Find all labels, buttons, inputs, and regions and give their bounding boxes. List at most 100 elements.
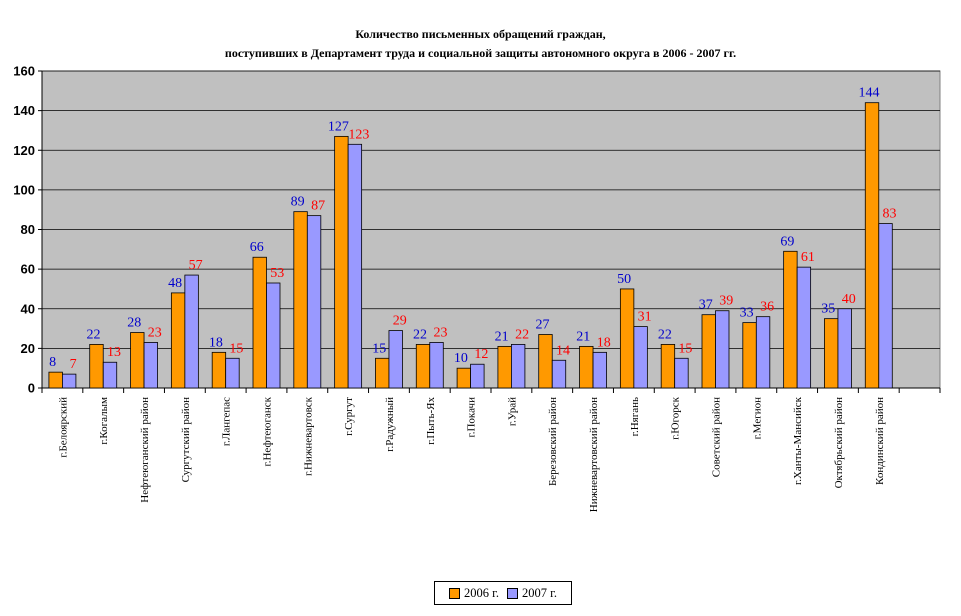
data-label-2006: 127 [328, 119, 349, 134]
bar-2007 [674, 357, 689, 389]
y-tick-label: 40 [21, 301, 35, 316]
bar-2007 [143, 342, 158, 389]
legend: 2006 г. 2007 г. [434, 581, 572, 605]
x-tick-label: Нефтеюганский район [139, 397, 151, 503]
x-tick-label: г.Покачи [466, 397, 478, 438]
data-label-2007: 23 [148, 325, 162, 340]
data-label-2006: 69 [780, 234, 794, 249]
bar-2007 [184, 274, 199, 389]
bar-2006 [415, 344, 431, 389]
bar-2006 [824, 318, 839, 389]
bar-2006 [864, 102, 880, 389]
data-label-2007: 36 [760, 300, 774, 315]
y-tick-label: 100 [13, 182, 35, 197]
data-label-2006: 89 [291, 195, 305, 210]
bar-2007 [551, 359, 567, 389]
bar-2006 [211, 351, 227, 389]
x-tick-label: Советский район [711, 397, 723, 477]
data-label-2006: 35 [821, 302, 835, 317]
data-label-2006: 15 [372, 341, 386, 356]
data-label-2006: 22 [413, 327, 427, 342]
x-tick-label: г.Радужный [384, 397, 396, 452]
data-label-2007: 15 [678, 341, 692, 356]
data-label-2006: 27 [535, 318, 549, 333]
bar-2007 [266, 282, 281, 389]
data-label-2007: 53 [270, 266, 284, 281]
legend-item-2006: 2006 г. [449, 586, 499, 601]
legend-swatch-2006 [449, 587, 461, 599]
bar-2006 [334, 135, 349, 389]
bar-2007 [102, 361, 118, 389]
data-label-2006: 21 [495, 329, 509, 344]
data-label-2006: 10 [454, 351, 468, 366]
chart-subtitle: поступивших в Департамент труда и социал… [224, 46, 737, 60]
x-tick-label: г.Когалым [98, 397, 110, 445]
y-tick-label: 80 [21, 222, 35, 237]
x-tick-label: г.Нягань [629, 397, 641, 436]
bar-2006 [456, 367, 471, 389]
bar-2007 [633, 326, 648, 389]
y-tick-label: 60 [21, 262, 35, 277]
x-tick-label: г.Белоярский [57, 397, 69, 458]
data-label-2007: 61 [801, 250, 815, 265]
y-tick-label: 0 [28, 381, 35, 396]
bar-2007 [62, 373, 77, 389]
data-label-2006: 22 [86, 327, 100, 342]
data-label-2006: 37 [699, 298, 713, 313]
legend-item-2007: 2007 г. [507, 586, 557, 601]
bar-2006 [252, 256, 267, 389]
bar-2007 [755, 316, 771, 389]
bar-2007 [796, 266, 812, 389]
bar-2006 [660, 344, 676, 389]
x-tick-label: г.Ханты-Мансийск [792, 396, 804, 485]
data-label-2007: 13 [107, 345, 121, 360]
bar-2006 [538, 334, 553, 389]
legend-swatch-2007 [507, 587, 518, 599]
data-label-2007: 57 [189, 258, 203, 273]
data-label-2007: 23 [434, 325, 448, 340]
x-tick-label: г.Нефтеюганск [262, 396, 274, 466]
data-label-2006: 33 [740, 306, 754, 321]
bar-2006 [89, 344, 104, 389]
bar-2006 [742, 322, 757, 389]
data-label-2006: 144 [859, 86, 880, 101]
y-tick-label: 140 [13, 103, 35, 118]
data-label-2006: 28 [127, 316, 141, 331]
bar-2006 [579, 345, 594, 389]
data-label-2007: 14 [556, 343, 570, 358]
data-label-2007: 39 [719, 294, 733, 309]
bar-2006 [130, 332, 145, 389]
x-tick-label: Кондинский район [874, 397, 886, 485]
bar-2006 [701, 314, 716, 389]
data-label-2007: 7 [70, 357, 77, 372]
x-tick-label: г.Сургут [343, 397, 355, 436]
data-label-2007: 83 [883, 207, 897, 222]
bar-2007 [347, 143, 363, 389]
bar-2007 [388, 330, 403, 389]
y-tick-label: 160 [13, 64, 35, 79]
data-label-2006: 21 [576, 329, 590, 344]
x-tick-label: Нижневартовский район [588, 397, 600, 512]
bar-2007 [715, 310, 730, 389]
data-label-2007: 31 [638, 310, 652, 325]
y-tick-label: 20 [21, 341, 35, 356]
legend-label-2006: 2006 г. [464, 585, 499, 600]
data-label-2006: 18 [209, 335, 223, 350]
x-tick-label: Октябрьский район [833, 397, 845, 488]
data-label-2007: 87 [311, 199, 325, 214]
bar-2006 [293, 211, 308, 389]
chart-title: Количество письменных обращений граждан, [355, 27, 606, 41]
bar-2006 [170, 292, 186, 389]
data-label-2006: 8 [49, 355, 56, 370]
data-label-2006: 48 [168, 276, 182, 291]
bar-2007 [592, 351, 607, 389]
data-label-2007: 15 [229, 341, 243, 356]
bar-2006 [375, 357, 390, 389]
data-label-2007: 40 [842, 292, 856, 307]
data-label-2007: 22 [515, 327, 529, 342]
data-label-2007: 29 [393, 314, 407, 329]
bar-2006 [619, 288, 635, 389]
data-label-2007: 12 [474, 347, 488, 362]
y-tick-label: 120 [13, 143, 35, 158]
